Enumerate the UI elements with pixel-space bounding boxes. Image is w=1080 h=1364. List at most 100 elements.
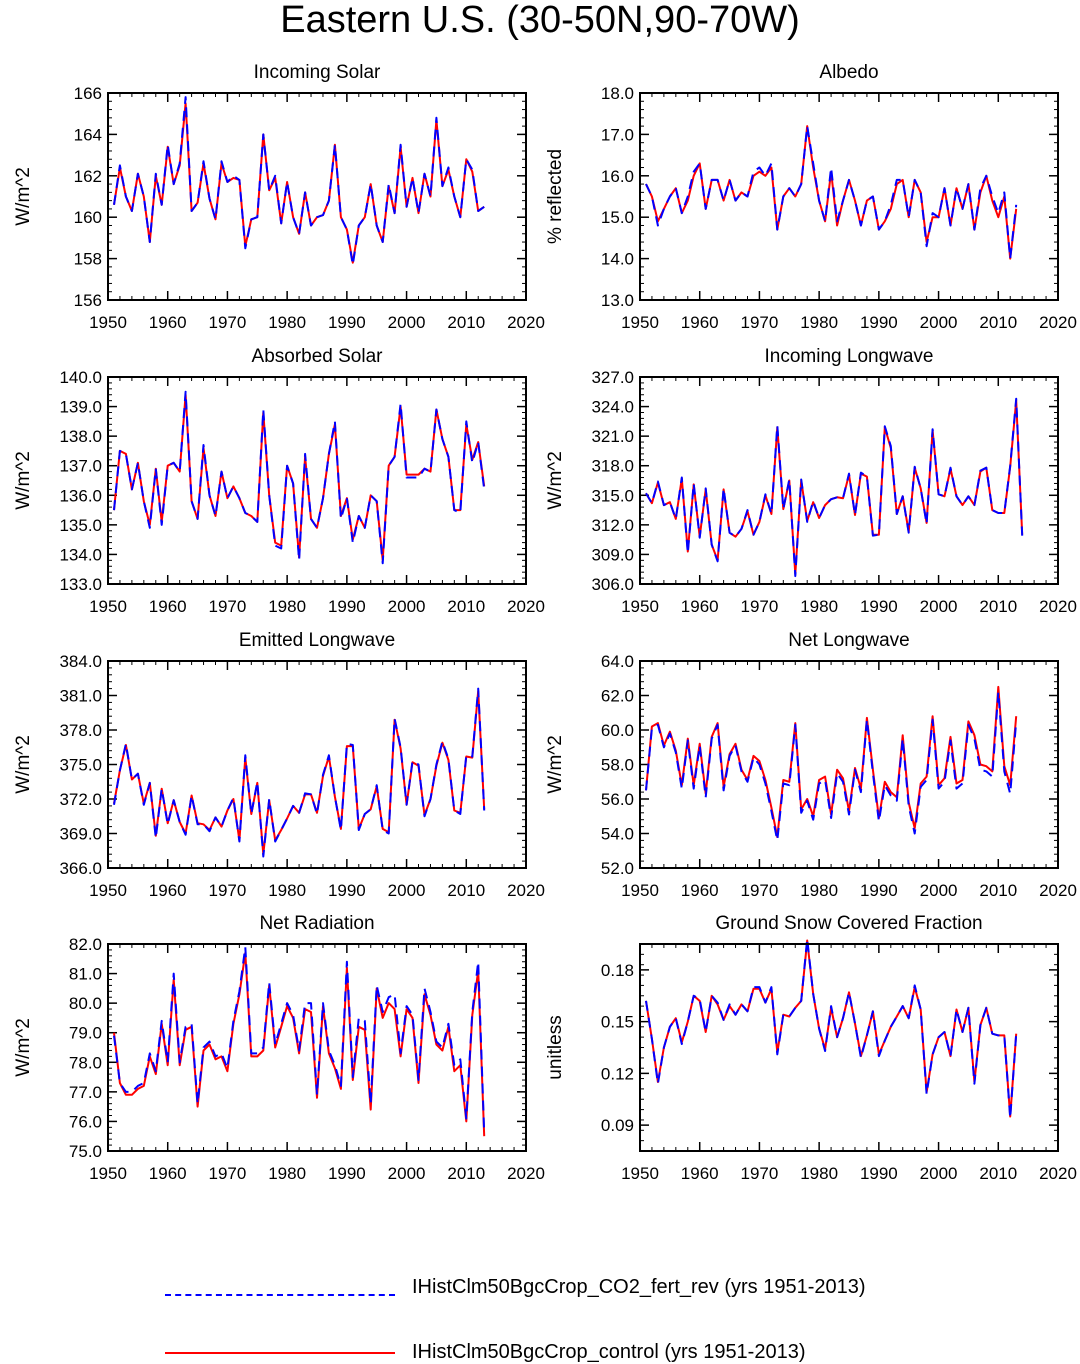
y-axis-label: W/m^2 — [13, 735, 34, 794]
y-tick-label: 327.0 — [591, 368, 634, 387]
x-tick-label: 1950 — [89, 597, 127, 616]
x-tick-label: 2010 — [979, 597, 1017, 616]
series-line-control — [645, 399, 1024, 576]
x-tick-label: 2020 — [507, 597, 545, 616]
y-tick-label: 54.0 — [601, 825, 634, 844]
series-line-control — [113, 393, 486, 562]
y-tick-label: 366.0 — [59, 859, 102, 878]
x-tick-label: 2000 — [388, 313, 426, 332]
x-tick-label: 1960 — [681, 1164, 719, 1183]
x-tick-label: 2020 — [1039, 597, 1077, 616]
series-line-co2-fert-rev — [113, 96, 485, 266]
legend-co2-line-swatch — [165, 1294, 395, 1296]
series-line-co2-fert-rev — [645, 937, 1018, 1120]
x-tick-label: 2020 — [1039, 1164, 1077, 1183]
y-axis-label: % reflected — [545, 149, 566, 244]
y-tick-label: 166 — [74, 84, 102, 103]
y-tick-label: 136.0 — [59, 486, 102, 505]
y-tick-label: 158 — [74, 250, 102, 269]
x-tick-label: 1990 — [328, 1164, 366, 1183]
x-tick-label: 2020 — [1039, 313, 1077, 332]
y-tick-label: 378.0 — [59, 721, 102, 740]
y-tick-label: 137.0 — [59, 457, 102, 476]
y-tick-label: 162 — [74, 167, 102, 186]
y-tick-label: 56.0 — [601, 790, 634, 809]
y-tick-label: 324.0 — [591, 398, 634, 417]
x-tick-label: 1970 — [209, 313, 247, 332]
x-tick-label: 2000 — [388, 597, 426, 616]
y-tick-label: 81.0 — [69, 965, 102, 984]
panel-title: Emitted Longwave — [239, 630, 395, 651]
y-tick-label: 381.0 — [59, 687, 102, 706]
y-tick-label: 64.0 — [601, 652, 634, 671]
x-tick-label: 1960 — [149, 313, 187, 332]
y-tick-label: 52.0 — [601, 859, 634, 878]
y-tick-label: 135.0 — [59, 516, 102, 535]
x-tick-label: 1980 — [800, 881, 838, 900]
panel-title: Albedo — [819, 62, 878, 83]
panel-ground-snow-covered-fraction: Ground Snow Covered Fraction unitless 1950… — [545, 913, 1077, 1183]
panel-albedo: Albedo % reflected 1950 1960 1970 1980 1990 200… — [545, 62, 1077, 332]
x-tick-label: 2010 — [979, 313, 1017, 332]
series-line-control — [113, 102, 485, 264]
x-tick-label: 2010 — [979, 881, 1017, 900]
y-tick-label: 0.12 — [601, 1064, 634, 1083]
x-tick-label: 1960 — [681, 881, 719, 900]
y-tick-label: 384.0 — [59, 652, 102, 671]
y-tick-label: 369.0 — [59, 825, 102, 844]
y-tick-label: 79.0 — [69, 1024, 102, 1043]
plot-frame — [639, 376, 1059, 585]
x-tick-label: 1990 — [860, 313, 898, 332]
series-line-co2-fert-rev — [113, 946, 486, 1134]
x-tick-label: 2000 — [388, 881, 426, 900]
x-tick-label: 1990 — [328, 313, 366, 332]
y-tick-label: 15.0 — [601, 208, 634, 227]
y-tick-label: 82.0 — [69, 935, 102, 954]
panel-absorbed-solar: Absorbed Solar W/m^2 1950 1960 1970 1980 1990 2… — [13, 346, 545, 616]
panel-title: Net Longwave — [788, 630, 909, 651]
y-axis-label: W/m^2 — [13, 167, 34, 226]
x-tick-label: 2010 — [447, 881, 485, 900]
panel-emitted-longwave: Emitted Longwave W/m^2 1950 1960 1970 1980 199… — [13, 630, 545, 900]
series-line-co2-fert-rev — [645, 691, 1018, 842]
panel-title: Absorbed Solar — [252, 346, 384, 367]
x-tick-label: 1980 — [268, 313, 306, 332]
series-line-control — [645, 125, 1018, 260]
x-tick-label: 1970 — [209, 597, 247, 616]
x-tick-label: 2020 — [507, 881, 545, 900]
panel-title: Incoming Longwave — [765, 346, 934, 367]
panel-incoming-solar: Incoming Solar W/m^2 1950 1960 1970 1980 1990 2… — [13, 62, 545, 332]
y-tick-label: 80.0 — [69, 994, 102, 1013]
y-tick-label: 60.0 — [601, 721, 634, 740]
x-tick-label: 2020 — [1039, 881, 1077, 900]
y-tick-label: 0.18 — [601, 961, 634, 980]
x-tick-label: 2000 — [920, 1164, 958, 1183]
x-tick-label: 1990 — [860, 1164, 898, 1183]
x-tick-label: 2000 — [920, 881, 958, 900]
x-tick-label: 1950 — [89, 313, 127, 332]
x-tick-label: 1990 — [860, 597, 898, 616]
x-tick-label: 1960 — [681, 597, 719, 616]
x-tick-label: 2000 — [388, 1164, 426, 1183]
x-tick-label: 1990 — [860, 881, 898, 900]
y-axis-label: W/m^2 — [545, 451, 566, 510]
x-tick-label: 2020 — [507, 1164, 545, 1183]
plot-frame — [107, 660, 527, 869]
figure-title: Eastern U.S. (30-50N,90-70W) — [280, 0, 800, 41]
x-tick-label: 1990 — [328, 881, 366, 900]
plot-frame — [639, 660, 1059, 869]
x-tick-label: 1970 — [209, 881, 247, 900]
x-tick-label: 1970 — [209, 1164, 247, 1183]
x-tick-label: 2000 — [920, 313, 958, 332]
x-tick-label: 1980 — [268, 597, 306, 616]
x-tick-label: 1950 — [621, 313, 659, 332]
y-tick-label: 140.0 — [59, 368, 102, 387]
x-tick-label: 2010 — [447, 597, 485, 616]
x-tick-label: 1950 — [621, 881, 659, 900]
x-tick-label: 1980 — [800, 597, 838, 616]
series-line-control — [113, 689, 486, 856]
y-tick-label: 306.0 — [591, 575, 634, 594]
y-tick-label: 138.0 — [59, 427, 102, 446]
y-axis-label: unitless — [545, 1015, 566, 1079]
plot-frame — [107, 376, 527, 585]
